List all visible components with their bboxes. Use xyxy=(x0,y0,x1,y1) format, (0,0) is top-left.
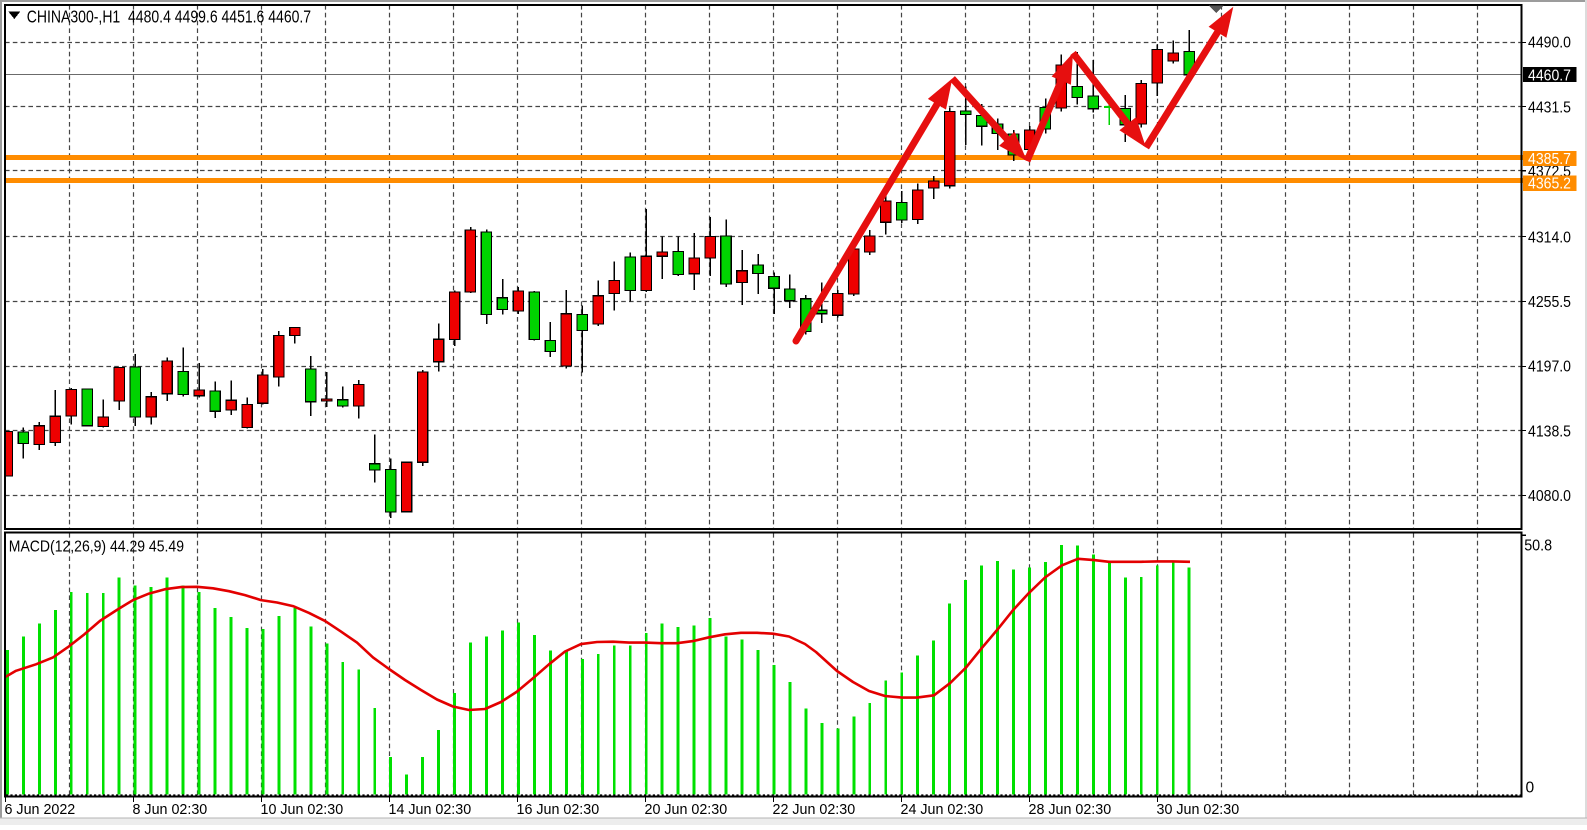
svg-text:4197.0: 4197.0 xyxy=(1528,359,1571,376)
svg-text:4365.2: 4365.2 xyxy=(1528,176,1571,193)
svg-text:16 Jun 02:30: 16 Jun 02:30 xyxy=(517,802,600,818)
svg-text:4460.7: 4460.7 xyxy=(1528,67,1571,84)
svg-text:24 Jun 02:30: 24 Jun 02:30 xyxy=(901,802,984,818)
svg-text:14 Jun 02:30: 14 Jun 02:30 xyxy=(389,802,472,818)
svg-text:6 Jun 2022: 6 Jun 2022 xyxy=(5,802,76,818)
svg-text:4431.5: 4431.5 xyxy=(1528,99,1571,116)
svg-text:4490.0: 4490.0 xyxy=(1528,35,1571,52)
svg-text:MACD(12,26,9) 44.29 45.49: MACD(12,26,9) 44.29 45.49 xyxy=(9,539,184,556)
svg-text:4314.0: 4314.0 xyxy=(1528,229,1571,246)
svg-text:20 Jun 02:30: 20 Jun 02:30 xyxy=(645,802,728,818)
svg-text:4385.7: 4385.7 xyxy=(1528,151,1571,168)
svg-text:30 Jun 02:30: 30 Jun 02:30 xyxy=(1157,802,1240,818)
svg-text:0: 0 xyxy=(1526,780,1535,797)
svg-text:22 Jun 02:30: 22 Jun 02:30 xyxy=(773,802,856,818)
svg-text:10 Jun 02:30: 10 Jun 02:30 xyxy=(261,802,344,818)
svg-text:4138.5: 4138.5 xyxy=(1528,423,1571,440)
svg-text:28 Jun 02:30: 28 Jun 02:30 xyxy=(1029,802,1112,818)
svg-text:4080.0: 4080.0 xyxy=(1528,488,1571,505)
svg-text:50.8: 50.8 xyxy=(1524,538,1552,555)
svg-text:4255.5: 4255.5 xyxy=(1528,294,1571,311)
svg-text:8 Jun 02:30: 8 Jun 02:30 xyxy=(133,802,208,818)
svg-text:CHINA300-,H1 4480.4 4499.6 44: CHINA300-,H1 4480.4 4499.6 4451.6 4460.7 xyxy=(27,6,311,26)
